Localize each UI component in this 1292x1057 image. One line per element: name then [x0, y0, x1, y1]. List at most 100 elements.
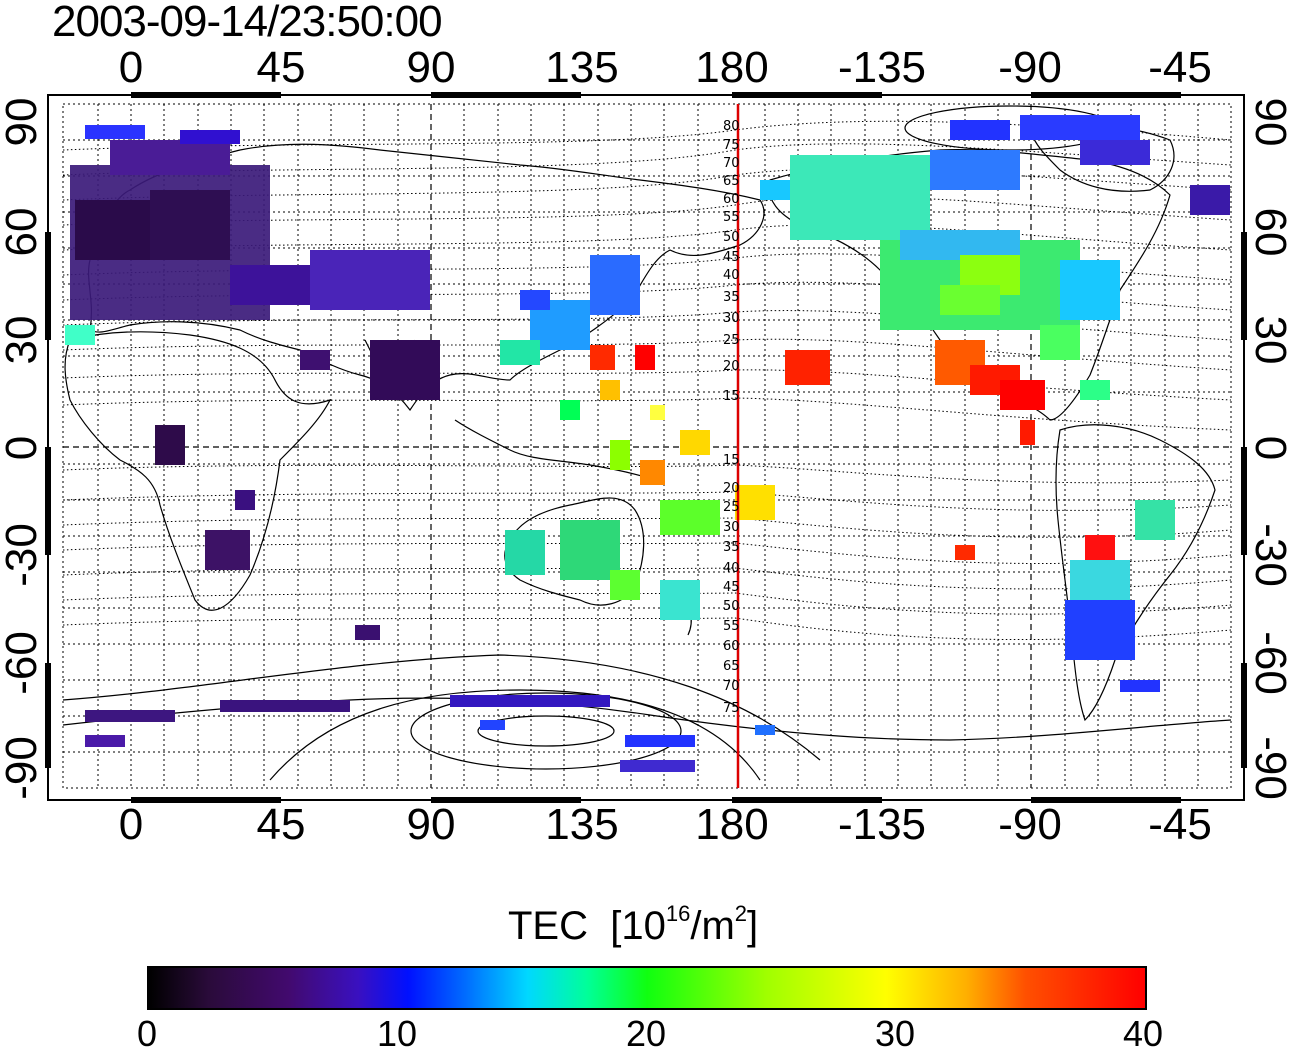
lon-tick-top: 135	[545, 43, 619, 92]
tec-patch	[500, 340, 540, 365]
lon-tick-top: 0	[118, 43, 144, 92]
lon-tick-bottom: 45	[256, 800, 306, 849]
meridian-label: 55	[723, 619, 740, 634]
colorbar-title-text: TEC	[508, 904, 588, 948]
colorbar-unit-base: [10	[610, 904, 666, 948]
timestamp-title: 2003-09-14/23:50:00	[52, 0, 443, 46]
colorbar-title: TEC [1016/m2]	[508, 901, 759, 949]
tec-patch	[520, 290, 550, 310]
tec-patch	[85, 735, 125, 747]
tec-patch	[300, 350, 330, 370]
tec-patch	[620, 760, 695, 772]
lon-tick-bottom: 90	[406, 800, 456, 849]
meridian-label: 15	[723, 453, 740, 468]
colorbar-unit-end: ]	[747, 904, 759, 948]
meridian-label: 35	[723, 290, 740, 305]
tec-patch	[85, 125, 145, 139]
tec-patch	[235, 490, 255, 510]
tec-patch	[610, 440, 630, 470]
meridian-label: 70	[723, 156, 740, 171]
tec-patch	[180, 130, 240, 144]
tec-patch	[1000, 380, 1045, 410]
tec-patch	[505, 530, 545, 575]
lon-tick-bottom: -90	[998, 800, 1062, 849]
meridian-label: 50	[723, 230, 740, 245]
meridian-label: 50	[723, 599, 740, 614]
lon-tick-bottom: 180	[695, 800, 769, 849]
tec-patch	[680, 430, 710, 455]
tec-patch	[940, 285, 1000, 315]
meridian-label: 75	[723, 701, 740, 716]
meridian-label: 40	[723, 561, 740, 576]
tec-patch	[955, 545, 975, 560]
tec-patch	[640, 460, 665, 485]
tec-patch	[1020, 420, 1035, 445]
meridian-label: 30	[723, 311, 740, 326]
lon-tick-top: -90	[998, 43, 1062, 92]
lon-tick-top: 45	[256, 43, 306, 92]
tec-patch	[650, 405, 665, 420]
tec-patch	[1080, 140, 1150, 165]
tec-patch	[590, 345, 615, 370]
lon-tick-bottom: 135	[545, 800, 619, 849]
tec-patch	[1040, 325, 1080, 360]
tec-patch	[1120, 680, 1160, 692]
meridian-label: 15	[723, 389, 740, 404]
tec-patch	[610, 570, 640, 600]
lon-tick-top: 180	[695, 43, 769, 92]
tec-patch	[1135, 500, 1175, 540]
meridian-label: 20	[723, 359, 740, 374]
lon-tick-bottom: -45	[1148, 800, 1212, 849]
colorbar-tick: 40	[1122, 1013, 1164, 1054]
tec-patch	[480, 720, 505, 730]
tec-patch	[1020, 115, 1140, 140]
meridian-label: 40	[723, 268, 740, 283]
lon-tick-top: -135	[837, 43, 927, 92]
tec-patch	[590, 255, 640, 315]
tec-data	[65, 115, 1230, 772]
tec-patch	[950, 120, 1010, 140]
tec-patch	[155, 425, 185, 465]
tec-patch	[230, 265, 310, 305]
meridian-label: 25	[723, 500, 740, 515]
tec-patch	[1190, 185, 1230, 215]
tec-patch	[1080, 380, 1110, 400]
tec-patch	[660, 500, 720, 535]
colorbar-tick: 30	[874, 1013, 916, 1054]
tec-patch	[560, 400, 580, 420]
colorbar-tick: 20	[625, 1013, 667, 1054]
lon-tick-top: 90	[406, 43, 456, 92]
meridian-labels-south: 15 20 25 30 35 40 45 50 55 60 65 70 75	[723, 453, 740, 716]
meridian-label: 45	[723, 580, 740, 595]
tec-patch	[65, 325, 95, 345]
meridian-label: 25	[723, 333, 740, 348]
meridian-label: 65	[723, 174, 740, 189]
meridian-label: 60	[723, 192, 740, 207]
colorbar-unit-exponent: 16	[665, 901, 691, 926]
lon-tick-top: -45	[1148, 43, 1212, 92]
africa-outline	[64, 331, 332, 611]
meridian-label: 80	[723, 119, 740, 134]
tec-patch	[930, 150, 1020, 190]
tec-patch	[790, 155, 930, 240]
tec-patch	[660, 580, 700, 620]
tec-patch	[355, 625, 380, 640]
tec-patch	[1060, 260, 1120, 320]
colorbar-unit-mid: /m	[690, 904, 735, 948]
tec-patch	[205, 530, 250, 570]
meridian-label: 30	[723, 520, 740, 535]
tec-patch	[110, 140, 230, 175]
tec-patch	[785, 350, 830, 385]
tec-patch	[625, 735, 695, 747]
tec-patch	[370, 340, 440, 400]
meridian-labels-north: 80 75 70 65 60 55 50 45 40 35 30 25 20 1…	[723, 119, 740, 404]
tec-patch	[635, 345, 655, 370]
tec-patch	[755, 725, 775, 735]
tec-patch	[220, 700, 350, 712]
tec-patch	[760, 180, 790, 200]
tec-patch	[310, 250, 430, 310]
tec-patch	[150, 190, 230, 260]
colorbar-tick: 0	[136, 1013, 158, 1054]
frame-tick-bars	[45, 92, 1247, 803]
tec-patch	[600, 380, 620, 400]
